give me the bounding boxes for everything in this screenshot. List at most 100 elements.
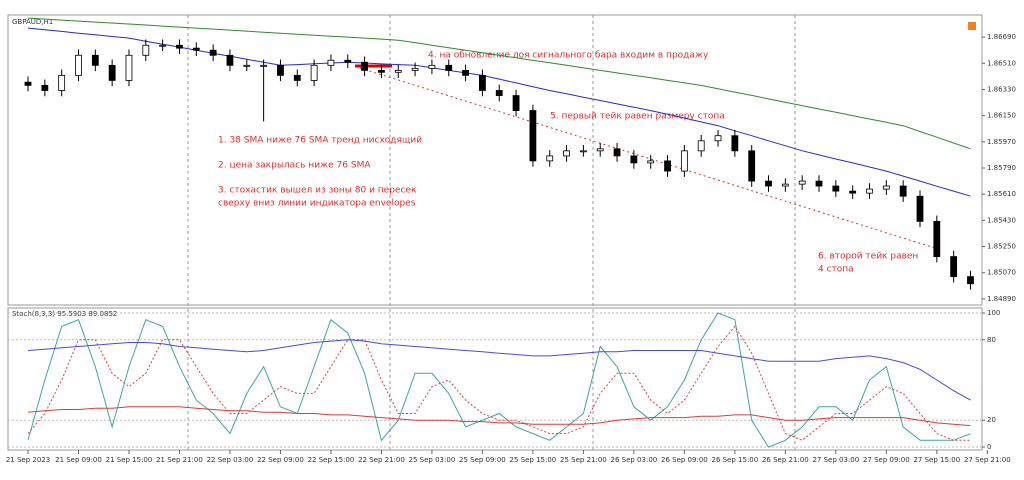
candle-body xyxy=(125,54,133,81)
candle-body xyxy=(24,81,32,86)
y-tick-label: 100 xyxy=(987,309,1000,317)
candle-body xyxy=(613,148,621,157)
annotation: 2. цена закрылась ниже 76 SMA xyxy=(218,161,371,171)
line xyxy=(27,339,971,401)
main-panel xyxy=(7,14,983,306)
candle-body xyxy=(546,155,554,162)
candle-body xyxy=(277,64,284,76)
x-tick-label: 25 Sep 21:00 xyxy=(560,456,607,464)
candle-body xyxy=(310,64,318,81)
x-tick-label: 25 Sep 09:00 xyxy=(459,456,506,464)
y-tick-label: 1.85790 xyxy=(987,164,1016,172)
y-tick-label: 1.86330 xyxy=(987,85,1016,93)
icon xyxy=(968,22,976,30)
annotation: 3. стохастик вышел из зоны 80 и пересек xyxy=(218,186,417,196)
stoch-panel xyxy=(7,307,983,451)
x-tick-label: 21 Sep 09:00 xyxy=(55,456,102,464)
y-tick-label: 1.86690 xyxy=(987,33,1016,41)
candle-body xyxy=(192,47,200,51)
candle-body xyxy=(849,190,857,194)
candle-body xyxy=(815,180,823,187)
candle-body xyxy=(226,54,234,66)
candle-body xyxy=(697,140,705,152)
x-tick-label: 25 Sep 15:00 xyxy=(510,456,557,464)
line xyxy=(27,27,971,197)
stoch-title: Stoch(8,3,3) 95.5903 89.0852 xyxy=(12,310,117,318)
line xyxy=(27,17,971,150)
y-tick-label: 1.84890 xyxy=(987,295,1016,303)
x-tick-label: 26 Sep 15:00 xyxy=(711,456,758,464)
annotation: 5. первый тейк равен размеру стопа xyxy=(550,112,725,122)
candle-body xyxy=(243,64,251,67)
y-tick-label: 1.86510 xyxy=(987,59,1016,67)
annotation: сверху вниз линии индикатора envelopes xyxy=(218,199,416,209)
candle-body xyxy=(344,59,352,63)
candle-body xyxy=(428,64,436,69)
y-tick-label: 1.85610 xyxy=(987,190,1016,198)
candle-body xyxy=(495,90,503,96)
x-tick-label: 22 Sep 21:00 xyxy=(358,456,405,464)
candle-body xyxy=(394,70,402,73)
trend-line xyxy=(359,67,936,249)
candle-body xyxy=(916,195,924,222)
candle-body xyxy=(361,61,369,71)
candle-body xyxy=(647,160,655,164)
line xyxy=(27,312,971,448)
chart-title: GBPAUD,H1 xyxy=(12,18,53,26)
candle-body xyxy=(596,148,604,152)
x-tick-label: 27 Sep 21:00 xyxy=(964,456,1011,464)
candle-body xyxy=(933,220,941,257)
x-tick-label: 21 Sep 2023 xyxy=(6,456,50,464)
candle-body xyxy=(327,59,335,66)
candle-body xyxy=(260,64,268,67)
candle-body xyxy=(714,135,722,142)
x-tick-label: 22 Sep 03:00 xyxy=(207,456,254,464)
candle-body xyxy=(748,150,756,182)
x-tick-label: 22 Sep 09:00 xyxy=(257,456,304,464)
candle-body xyxy=(630,155,638,164)
candle-body xyxy=(529,110,537,162)
y-tick-label: 0 xyxy=(987,443,991,451)
candle-body xyxy=(882,185,890,190)
y-tick-label: 1.86150 xyxy=(987,112,1016,120)
annotation: 4. на обновление лоя сигнального бара вх… xyxy=(428,51,709,61)
candle-body xyxy=(58,74,66,91)
x-tick-label: 25 Sep 03:00 xyxy=(409,456,456,464)
candle-body xyxy=(798,180,806,185)
candle-body xyxy=(462,70,469,76)
candle-body xyxy=(731,135,739,152)
candle-body xyxy=(411,67,419,71)
candle-body xyxy=(108,64,116,81)
candle-body xyxy=(680,150,688,172)
candle-body xyxy=(832,185,840,192)
candle-body xyxy=(209,49,217,56)
annotation: 6. второй тейк равен xyxy=(818,252,918,262)
candle-body xyxy=(950,256,958,278)
candle-body xyxy=(512,95,520,111)
candle-body xyxy=(967,276,974,285)
x-tick-label: 26 Sep 03:00 xyxy=(611,456,658,464)
x-tick-label: 22 Sep 15:00 xyxy=(308,456,355,464)
y-tick-label: 1.85070 xyxy=(987,269,1016,277)
y-tick-label: 1.85430 xyxy=(987,216,1016,224)
candle-body xyxy=(142,44,150,56)
candle-body xyxy=(41,84,49,91)
candle-body xyxy=(899,185,907,197)
y-tick-label: 80 xyxy=(987,336,996,344)
x-tick-label: 26 Sep 21:00 xyxy=(762,456,809,464)
x-tick-label: 21 Sep 21:00 xyxy=(156,456,203,464)
period-separators xyxy=(187,15,796,450)
x-tick-label: 26 Sep 09:00 xyxy=(661,456,708,464)
annotation: 1. 38 SMA ниже 76 SMA тренд нисходящий xyxy=(218,136,422,146)
candle-body xyxy=(579,150,587,153)
y-tick-label: 1.85250 xyxy=(987,243,1016,251)
y-tick-label: 20 xyxy=(987,416,996,424)
candle-body xyxy=(765,180,772,187)
x-tick-label: 21 Sep 15:00 xyxy=(106,456,153,464)
candle-body xyxy=(563,150,570,157)
candle-body xyxy=(664,160,671,172)
candle-body xyxy=(866,188,873,194)
